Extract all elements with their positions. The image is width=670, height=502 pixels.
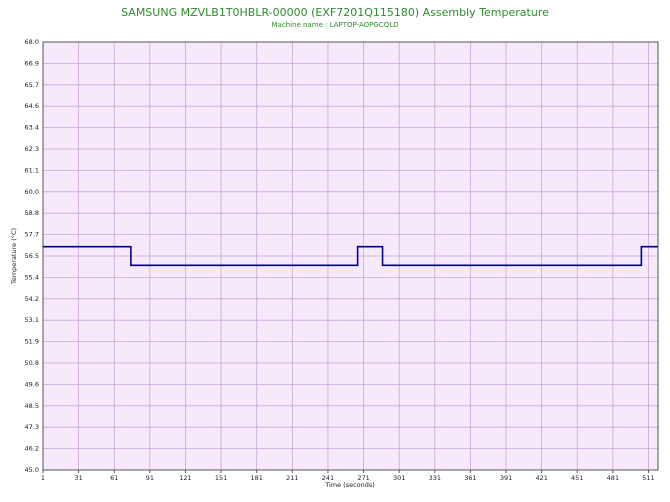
x-tick-label: 421 [535,474,547,482]
y-tick-label: 55.4 [25,273,39,281]
y-tick-label: 48.5 [25,402,39,410]
y-tick-label: 62.3 [25,145,39,153]
x-tick-label: 361 [464,474,476,482]
y-tick-label: 57.7 [25,231,39,239]
y-tick-label: 49.6 [25,380,39,388]
y-tick-label: 56.5 [25,252,39,260]
y-tick-label: 58.8 [25,209,39,217]
x-tick-label: 61 [110,474,118,482]
y-axis-label: Temperature (°C) [10,228,18,285]
y-tick-label: 54.2 [25,295,39,303]
y-tick-label: 60.0 [25,188,39,196]
y-tick-label: 63.4 [25,124,39,132]
y-tick-label: 47.3 [25,423,39,431]
y-tick-label: 61.1 [25,166,39,174]
y-tick-label: 65.7 [25,81,39,89]
x-tick-label: 151 [215,474,227,482]
y-tick-label: 51.9 [25,338,39,346]
x-tick-label: 211 [286,474,298,482]
chart-title: SAMSUNG MZVLB1T0HBLR-00000 (EXF7201Q1151… [121,6,549,19]
y-tick-label: 53.1 [25,316,39,324]
x-tick-label: 241 [322,474,334,482]
x-tick-label: 331 [429,474,441,482]
y-tick-label: 50.8 [25,359,39,367]
x-tick-label: 181 [250,474,262,482]
x-tick-label: 271 [357,474,369,482]
y-tick-label: 46.2 [25,445,39,453]
y-tick-label: 45.0 [25,466,39,474]
x-tick-label: 511 [642,474,654,482]
y-tick-label: 64.6 [25,102,39,110]
y-tick-label: 68.0 [25,38,39,46]
x-tick-label: 451 [571,474,583,482]
x-tick-label: 391 [500,474,512,482]
x-tick-label: 121 [179,474,191,482]
chart-subtitle: Machine name : LAPTOP-AOPGCQLD [272,21,399,29]
x-tick-label: 91 [146,474,154,482]
line-series [43,245,658,267]
x-tick-label: 481 [607,474,619,482]
x-tick-label: 1 [41,474,45,482]
x-axis-label: Time (seconds) [324,481,375,489]
x-tick-label: 31 [74,474,82,482]
y-tick-label: 66.9 [25,59,39,67]
plot-border [42,41,659,471]
x-tick-label: 301 [393,474,405,482]
